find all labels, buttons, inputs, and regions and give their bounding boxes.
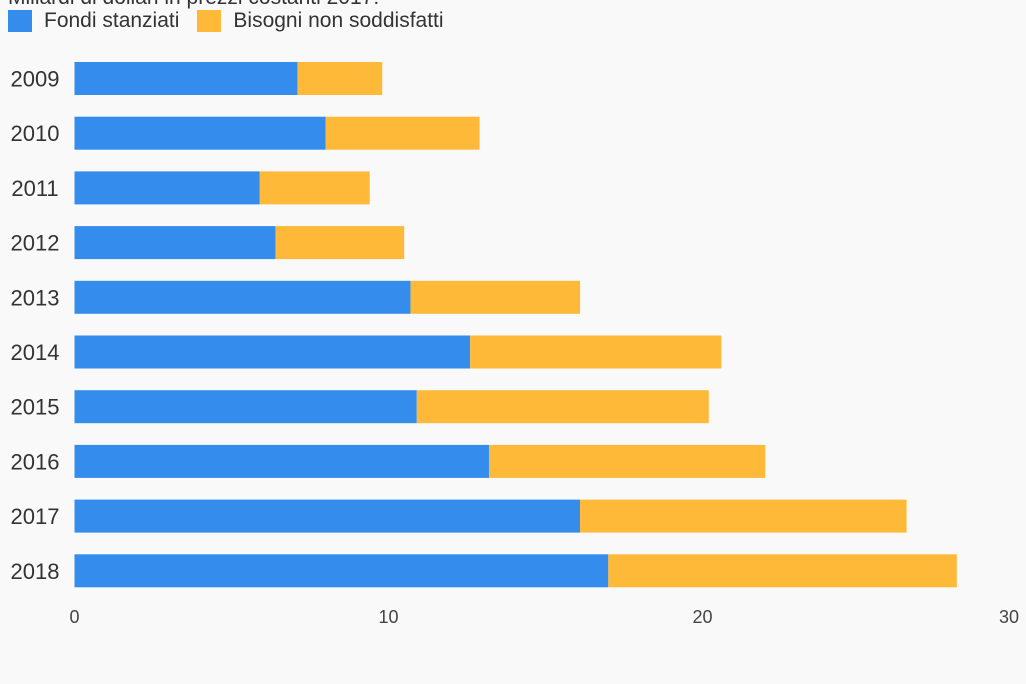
bar-funded-2014: [74, 335, 471, 369]
legend-label: Fondi stanziati: [44, 9, 180, 32]
chart-subtitle: Miliardi di dollari in prezzi costanti 2…: [8, 0, 379, 10]
bar-unmet-2011: [259, 171, 370, 205]
category-label: 2015: [11, 395, 60, 420]
x-tick-label: 0: [69, 607, 79, 627]
bar-funded-2013: [74, 280, 411, 314]
legend-item-funded: Fondi stanziati: [8, 9, 179, 33]
bar-unmet-2018: [608, 554, 957, 588]
bar-unmet-2014: [470, 335, 722, 369]
bar-unmet-2010: [325, 116, 480, 150]
category-label: 2018: [11, 559, 60, 584]
bar-funded-2009: [74, 62, 298, 95]
bar-funded-2011: [74, 171, 260, 205]
bar-funded-2010: [74, 116, 326, 150]
legend-swatch: [8, 10, 32, 32]
category-label: 2012: [11, 231, 60, 256]
category-label: 2017: [11, 504, 60, 529]
x-tick-label: 10: [378, 607, 398, 627]
legend-label: Bisogni non soddisfatti: [233, 9, 444, 32]
bar-unmet-2009: [297, 62, 383, 95]
bar-funded-2018: [74, 554, 609, 588]
bar-unmet-2013: [410, 280, 581, 314]
bar-funded-2012: [74, 226, 276, 260]
bar-funded-2017: [74, 499, 581, 533]
bar-unmet-2015: [416, 390, 709, 424]
legend: Fondi stanziati Bisogni non soddisfatti: [8, 9, 462, 33]
bar-unmet-2012: [275, 226, 405, 260]
category-label: 2014: [11, 340, 60, 365]
category-label: 2010: [11, 121, 60, 146]
bar-funded-2015: [74, 390, 417, 424]
category-label: 2016: [11, 449, 60, 474]
x-tick-label: 30: [999, 607, 1019, 627]
bar-funded-2016: [74, 444, 489, 478]
category-label: 2013: [11, 285, 60, 310]
category-label: 2009: [11, 67, 60, 92]
bar-unmet-2017: [580, 499, 907, 533]
x-tick-label: 20: [692, 607, 712, 627]
category-label: 2011: [11, 176, 58, 201]
legend-item-unmet: Bisogni non soddisfatti: [197, 9, 444, 33]
legend-swatch: [197, 10, 222, 32]
bar-unmet-2016: [488, 444, 766, 478]
